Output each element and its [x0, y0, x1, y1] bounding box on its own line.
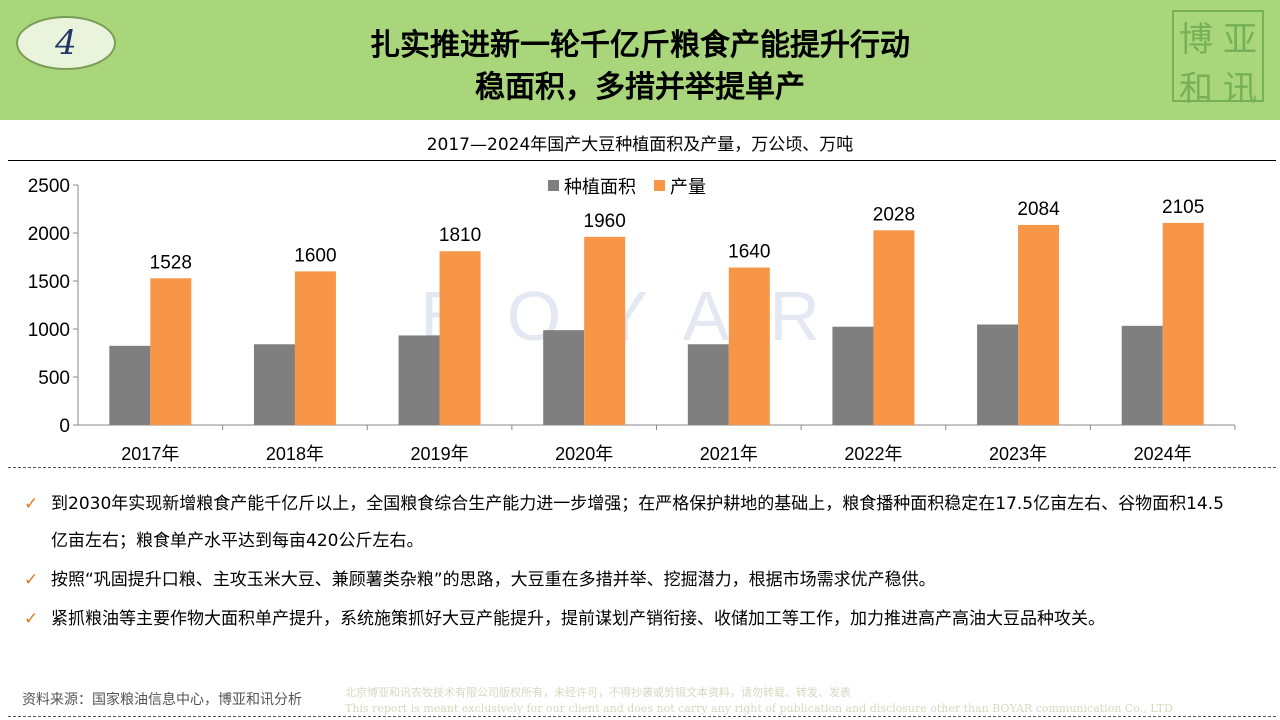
bar-产量: [150, 278, 192, 425]
data-label: 2105: [1162, 197, 1204, 218]
data-label: 1528: [150, 252, 192, 273]
x-tick-label: 2023年: [989, 444, 1047, 464]
bar-种植面积: [398, 335, 440, 425]
bar-chart: BOYAR 0 500 1000 1500 2000 2500 2017年 1528 2018年…: [28, 176, 1236, 464]
divider: [8, 716, 1276, 717]
bullet-text: 紧抓粮油等主要作物大面积单产提升，系统施策抓好大豆产能提升，提前谋划产销衔接、收…: [51, 609, 1105, 629]
bar-产量: [439, 251, 481, 425]
section-number-badge: 4: [16, 16, 116, 70]
y-tick-label: 2500: [28, 176, 70, 197]
legend-swatch: [654, 180, 665, 191]
check-icon: ✓: [24, 570, 39, 590]
x-tick-label: 2024年: [1134, 444, 1192, 464]
x-tick-label: 2020年: [555, 444, 613, 464]
y-tick-label: 1500: [28, 272, 70, 293]
x-tick-label: 2019年: [411, 444, 469, 464]
bar-种植面积: [977, 324, 1019, 425]
bar-种植面积: [253, 344, 295, 425]
y-tick-label: 1000: [28, 320, 70, 341]
legend-label: 产量: [670, 177, 706, 197]
legend-swatch: [548, 180, 559, 191]
data-label: 1810: [439, 225, 481, 246]
bar-产量: [873, 230, 915, 425]
bar-种植面积: [543, 330, 585, 425]
bar-种植面积: [687, 344, 729, 425]
check-icon: ✓: [24, 609, 39, 629]
logo-char: 和: [1179, 69, 1213, 109]
bar-产量: [294, 271, 336, 425]
source-note: 资料来源：国家粮油信息中心，博亚和讯分析: [22, 692, 302, 708]
bar-种植面积: [1121, 325, 1163, 425]
x-tick-label: 2018年: [266, 444, 324, 464]
logo-char: 亚: [1223, 20, 1257, 60]
header-banner: 4 扎实推进新一轮千亿斤粮食产能提升行动 稳面积，多措并举提单产 博 亚 和 讯: [0, 0, 1280, 120]
bullet-item: ✓ 按照“巩固提升口粮、主攻玉米大豆、兼顾薯类杂粮”的思路，大豆重在多措并举、挖掘…: [24, 562, 1239, 599]
y-tick-label: 0: [59, 416, 70, 437]
x-tick-label: 2022年: [844, 444, 902, 464]
bullet-item: ✓ 到2030年实现新增粮食产能千亿斤以上，全国粮食综合生产能力进一步增强；在严格…: [24, 486, 1239, 560]
page-title: 扎实推进新一轮千亿斤粮食产能提升行动: [370, 28, 910, 63]
bullet-text: 到2030年实现新增粮食产能千亿斤以上，全国粮食综合生产能力进一步增强；在严格保…: [51, 494, 1224, 551]
data-label: 1640: [728, 242, 770, 263]
bar-产量: [584, 236, 626, 425]
bar-产量: [1018, 224, 1060, 425]
watermark: BOYAR: [420, 277, 860, 355]
chart-title: 2017—2024年国产大豆种植面积及产量，万公顷、万吨: [426, 135, 854, 155]
copyright-cn: 北京博亚和讯农牧技术有限公司版权所有，未经许可，不得抄袭或剪辑文本资料，请勿转载…: [345, 686, 851, 699]
divider: [8, 160, 1276, 161]
logo-char: 博: [1179, 20, 1213, 60]
legend-label: 种植面积: [564, 177, 636, 197]
page-subtitle: 稳面积，多措并举提单产: [475, 70, 805, 105]
x-tick-label: 2017年: [121, 444, 179, 464]
data-label: 1960: [584, 211, 626, 232]
y-tick-label: 2000: [28, 224, 70, 245]
data-label: 1600: [294, 245, 336, 266]
logo-char: 讯: [1223, 69, 1257, 109]
bar-产量: [1162, 222, 1204, 425]
bar-种植面积: [109, 345, 151, 425]
copyright-en: This report is meant exclusively for our…: [345, 702, 1173, 715]
check-icon: ✓: [24, 494, 39, 514]
bullet-text: 按照“巩固提升口粮、主攻玉米大豆、兼顾薯类杂粮”的思路，大豆重在多措并举、挖掘潜…: [51, 570, 936, 590]
y-tick-label: 500: [38, 368, 70, 389]
boyar-logo-seal: 博 亚 和 讯: [1172, 10, 1264, 109]
x-tick-label: 2021年: [700, 444, 758, 464]
bullet-item: ✓ 紧抓粮油等主要作物大面积单产提升，系统施策抓好大豆产能提升，提前谋划产销衔接、…: [24, 601, 1239, 638]
bar-产量: [728, 267, 770, 425]
divider: [8, 467, 1276, 468]
data-label: 2028: [873, 204, 915, 225]
bar-种植面积: [832, 326, 874, 425]
data-label: 2084: [1017, 199, 1060, 220]
